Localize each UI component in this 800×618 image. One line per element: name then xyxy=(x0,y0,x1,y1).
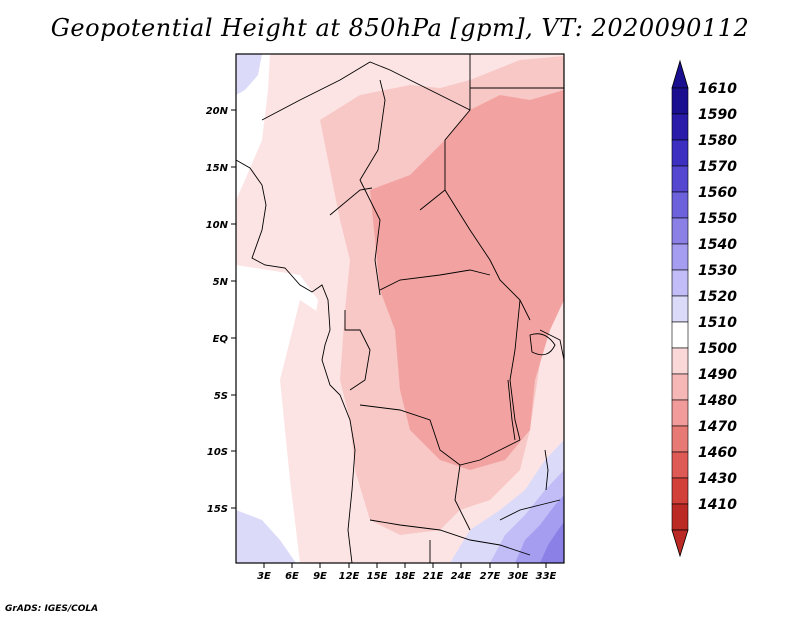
colorbar-box xyxy=(671,165,689,193)
chart-title: Geopotential Height at 850hPa [gpm], VT:… xyxy=(50,14,750,42)
border-7 xyxy=(359,404,521,466)
colorbar-label: 1520 xyxy=(698,289,737,305)
lat-label: 10S xyxy=(207,447,228,458)
colorbar-label: 1470 xyxy=(698,419,737,435)
colorbar: 1610 1590 1580 1570 1560 1550 1540 1530 … xyxy=(671,59,737,558)
lon-label: 12E xyxy=(339,571,360,582)
field-1480 xyxy=(370,90,564,470)
colorbar-bottom-triangle xyxy=(671,529,689,558)
colorbar-box xyxy=(671,347,689,375)
lat-label: 15S xyxy=(207,504,228,515)
lon-label: 33E xyxy=(536,571,557,582)
height-field xyxy=(236,54,564,563)
colorbar-box xyxy=(671,477,689,505)
lon-label: 3E xyxy=(257,571,271,582)
border-10 xyxy=(509,299,521,441)
colorbar-labels: 1610 1590 1580 1570 1560 1550 1540 1530 … xyxy=(698,81,737,513)
colorbar-label: 1580 xyxy=(698,133,737,149)
map-frame xyxy=(235,53,565,564)
border-6 xyxy=(344,310,371,391)
colorbar-label: 1610 xyxy=(698,81,737,97)
colorbar-box xyxy=(671,269,689,297)
borders xyxy=(236,54,564,563)
colorbar-box xyxy=(671,399,689,427)
border-3 xyxy=(329,187,373,216)
lon-label: 15E xyxy=(367,571,388,582)
field-1550-se xyxy=(540,522,564,563)
lat-label: 5N xyxy=(213,277,229,288)
colorbar-label: 1540 xyxy=(698,237,737,253)
lat-label: EQ xyxy=(213,334,229,345)
lat-label: 20N xyxy=(206,106,229,117)
colorbar-box xyxy=(671,295,689,323)
colorbar-label: 1570 xyxy=(698,159,737,175)
colorbar-box xyxy=(671,451,689,479)
border-north xyxy=(261,61,471,121)
border-1 xyxy=(419,54,471,211)
colorbar-label: 1530 xyxy=(698,263,737,279)
lake-victoria xyxy=(529,333,556,356)
colorbar-label: 1550 xyxy=(698,211,737,227)
lon-label: 24E xyxy=(451,571,472,582)
lat-axis: 20N 15N 10N 5N EQ 5S 10S 15S xyxy=(206,106,236,515)
lon-axis: 3E 6E 9E 12E 15E 18E 21E 24E 27E 30E 33E xyxy=(257,563,557,582)
lon-label: 27E xyxy=(480,571,501,582)
colorbar-label: 1460 xyxy=(698,445,737,461)
colorbar-box xyxy=(671,243,689,271)
colorbar-label: 1590 xyxy=(698,107,737,123)
colorbar-top-triangle xyxy=(671,59,689,89)
field-1500-coast xyxy=(280,300,360,563)
lake-tanganyika xyxy=(507,379,516,441)
colorbar-label: 1500 xyxy=(698,341,737,357)
border-4 xyxy=(444,189,531,321)
border-9 xyxy=(454,464,471,531)
colorbar-box xyxy=(671,139,689,167)
colorbar-label: 1430 xyxy=(698,471,737,487)
lon-label: 30E xyxy=(508,571,529,582)
lon-label: 18E xyxy=(395,571,416,582)
colorbar-label: 1410 xyxy=(698,497,737,513)
colorbar-box xyxy=(671,425,689,453)
border-13 xyxy=(499,499,561,521)
lon-label: 9E xyxy=(313,571,327,582)
lat-label: 5S xyxy=(214,391,228,402)
border-2 xyxy=(359,79,386,296)
border-5 xyxy=(379,269,491,291)
colorbar-box xyxy=(671,191,689,219)
colorbar-box xyxy=(671,113,689,141)
colorbar-boxes xyxy=(671,87,689,531)
grads-credit: GrADS: IGES/COLA xyxy=(5,604,99,614)
lake-malawi xyxy=(544,449,549,491)
colorbar-label: 1560 xyxy=(698,185,737,201)
border-8 xyxy=(369,519,531,556)
field-1520-nw xyxy=(236,54,262,95)
colorbar-box xyxy=(671,503,689,531)
lon-label: 21E xyxy=(423,571,444,582)
colorbar-box xyxy=(671,87,689,115)
lat-label: 15N xyxy=(206,163,229,174)
border-12 xyxy=(539,329,564,361)
colorbar-label: 1490 xyxy=(698,367,737,383)
coastline-west-africa xyxy=(236,159,356,563)
lon-label: 6E xyxy=(285,571,299,582)
colorbar-box xyxy=(671,321,689,349)
colorbar-box xyxy=(671,373,689,401)
colorbar-label: 1510 xyxy=(698,315,737,331)
field-1510-west xyxy=(236,54,270,200)
colorbar-box xyxy=(671,217,689,245)
lat-label: 10N xyxy=(206,220,229,231)
field-1520-sw xyxy=(236,510,296,563)
colorbar-label: 1480 xyxy=(698,393,737,409)
